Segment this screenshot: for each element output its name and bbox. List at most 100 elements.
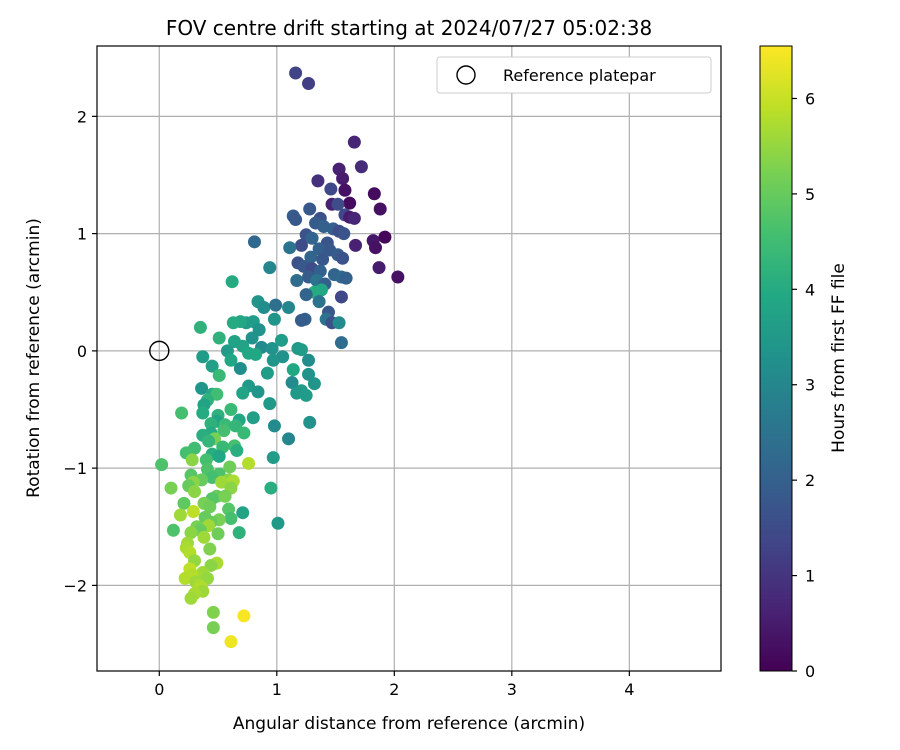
data-point [372,261,386,275]
data-point [212,449,226,463]
data-point [302,77,316,91]
y-tick-label: −1 [63,459,87,478]
data-point [282,300,296,314]
colorbar-tick-label: 6 [805,89,815,108]
data-point [266,353,280,367]
data-point [177,496,191,510]
colorbar-label: Hours from first FF file [829,263,849,453]
data-point [349,238,363,252]
data-point [232,526,246,540]
x-tick-label: 1 [272,680,282,699]
colorbar-tick-label: 0 [805,662,815,681]
data-point [260,366,274,380]
data-point [336,251,350,265]
reference-marker-group [149,340,170,362]
data-point [303,415,317,429]
data-point [195,381,209,395]
data-point [316,252,330,266]
chart-title: FOV centre drift starting at 2024/07/27 … [166,16,652,40]
data-point [354,160,368,174]
data-point [196,350,210,364]
data-point [230,444,244,458]
x-tick-label: 4 [624,680,634,699]
data-point [203,500,217,514]
reference-platepar-marker [149,340,170,362]
data-point [205,359,219,373]
data-point [185,453,199,467]
colorbar-ticks: 0 1 2 3 4 5 6 [792,89,815,681]
data-point [369,241,383,255]
data-point [312,242,326,256]
data-point [271,516,285,530]
data-point [274,333,288,347]
data-point [204,417,218,431]
data-point [193,320,207,334]
data-point [331,197,345,211]
data-point [367,187,381,201]
data-point [303,202,317,216]
data-point [246,411,260,425]
data-point [236,386,250,400]
y-tick-label: 2 [77,107,87,126]
data-point [226,316,240,330]
x-axis-ticks: 0 1 2 3 4 [154,671,634,699]
data-point [223,460,237,474]
data-point [212,331,226,345]
data-point [224,635,238,649]
data-point [257,300,271,314]
data-point [373,202,387,216]
plot-area-frame [96,45,722,672]
data-point [197,530,211,544]
data-point [184,526,198,540]
data-point [206,605,220,619]
data-point [307,377,321,391]
legend: Reference platepar [436,56,712,94]
data-point [218,489,232,503]
data-point [347,211,361,225]
legend-box [436,56,712,94]
data-point [299,388,313,402]
scatter-points [155,66,405,649]
legend-marker-icon [456,65,476,85]
y-tick-label: −2 [63,576,87,595]
data-point [378,230,392,244]
data-point [224,353,238,367]
data-point [249,347,263,361]
data-point [184,591,198,605]
data-point [338,183,352,197]
colorbar-tick-label: 5 [805,185,815,204]
data-point [242,456,256,470]
data-point [302,367,316,381]
data-point [304,250,318,264]
legend-label: Reference platepar [503,66,656,85]
colorbar-gradient [759,45,793,672]
data-point [290,274,304,288]
data-point [312,295,326,309]
data-point [186,505,200,519]
data-point [336,172,350,186]
data-point [337,227,351,241]
data-point [233,361,247,375]
colorbar-tick-label: 1 [805,567,815,586]
data-point [188,485,202,499]
data-point [311,174,325,188]
data-point [285,376,299,390]
x-tick-label: 3 [507,680,517,699]
data-point [212,369,226,383]
data-point [224,512,238,526]
data-point [155,458,169,472]
data-point [173,508,187,522]
data-point [224,403,238,417]
x-tick-label: 0 [154,680,164,699]
y-axis-ticks: −2 −1 0 1 2 [63,107,97,595]
colorbar-tick-label: 4 [805,280,815,299]
data-point [196,406,210,420]
data-point [305,231,319,245]
data-point [237,609,251,623]
data-point [251,385,265,399]
data-point [202,434,216,448]
data-point [206,621,220,635]
data-point [247,235,261,249]
colorbar-tick-label: 3 [805,376,815,395]
